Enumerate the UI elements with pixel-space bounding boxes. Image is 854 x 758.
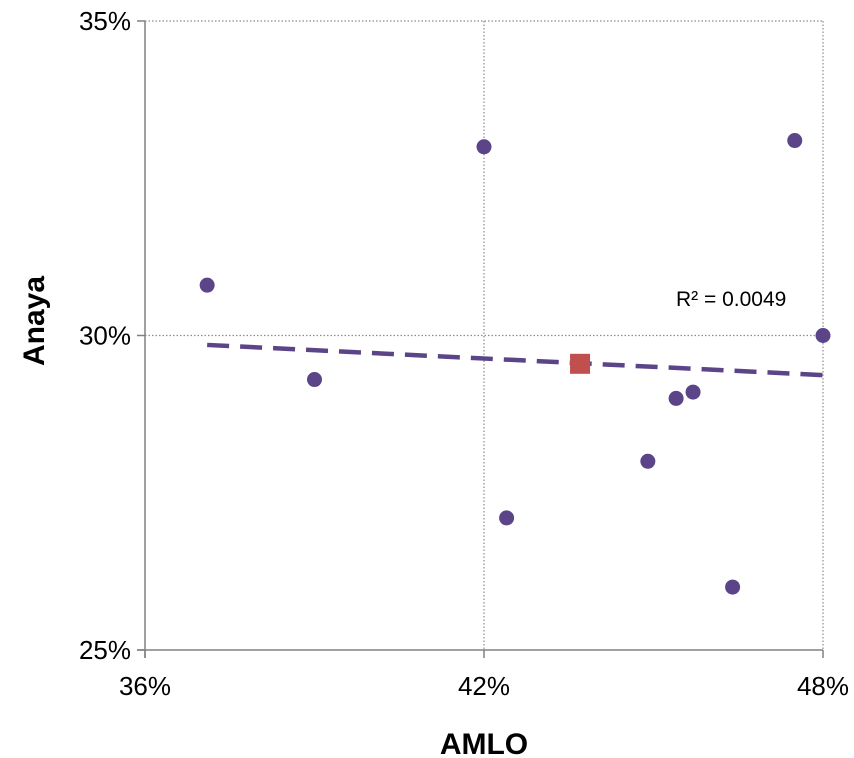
trendline [207, 342, 824, 378]
y-tick-label-2: 35% [79, 6, 131, 36]
data-point-8 [787, 133, 803, 149]
x-axis-title: AMLO [440, 728, 528, 758]
data-point-0 [199, 277, 215, 293]
x-tick-label-0: 36% [119, 671, 171, 701]
data-point-1 [307, 372, 322, 388]
y-tick-label-0: 25% [79, 635, 131, 665]
data-point-4 [640, 453, 656, 469]
x-tick-label-2: 48% [797, 671, 849, 701]
data-point-7 [725, 579, 741, 595]
data-point-6 [685, 384, 701, 400]
data-points [199, 133, 831, 595]
gridlines [145, 20, 824, 650]
data-point-square-0 [570, 353, 591, 374]
tick-labels: 25% 30% 35% 36% 42% 48% [79, 6, 849, 701]
x-tick-label-1: 42% [458, 671, 510, 701]
y-axis-title: Anaya [18, 276, 51, 366]
trendline-group [207, 342, 824, 378]
axes [137, 20, 824, 658]
data-point-9 [815, 328, 831, 343]
data-point-5 [668, 390, 684, 406]
y-tick-label-1: 30% [79, 321, 131, 351]
r-squared-label: R² = 0.0049 [676, 288, 786, 311]
data-point-2 [476, 139, 492, 155]
data-point-3 [499, 510, 515, 526]
